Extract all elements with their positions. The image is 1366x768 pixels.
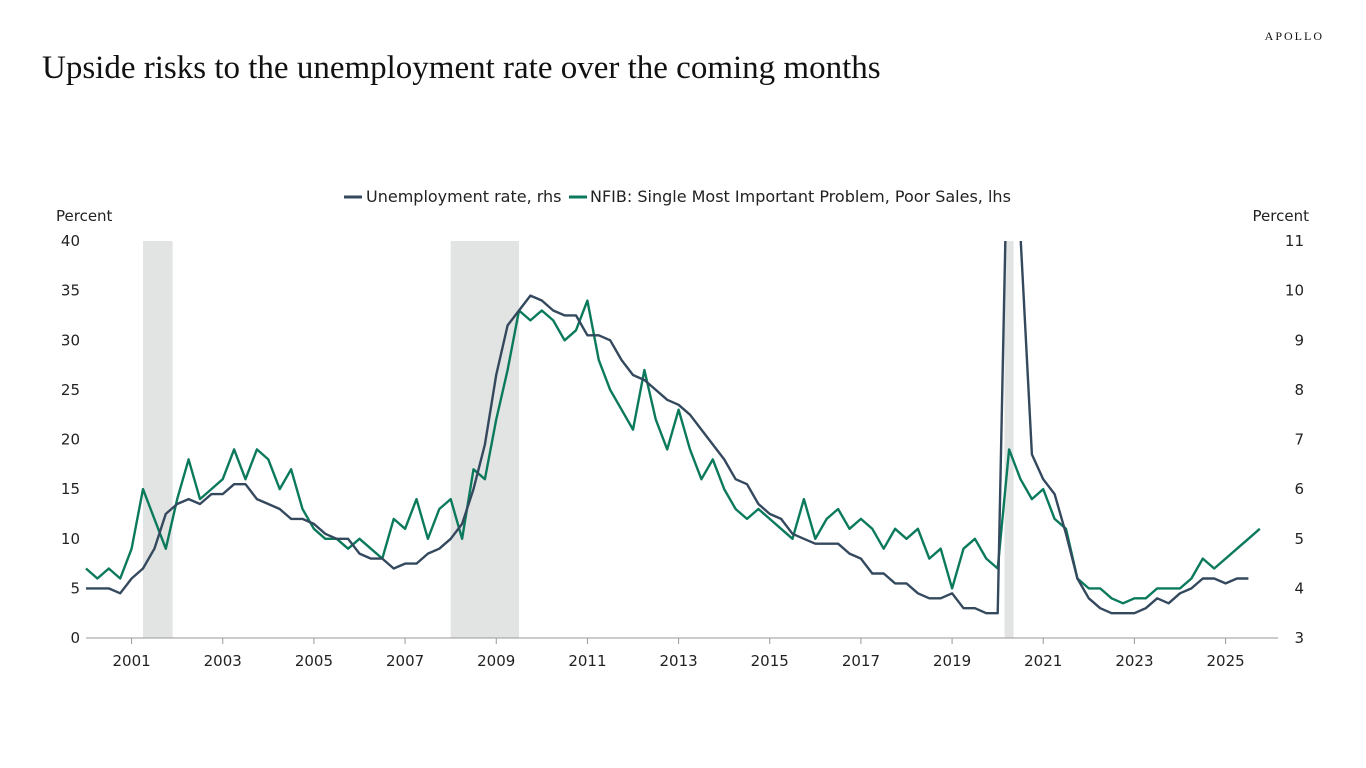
right-y-tick-label: 6 bbox=[1294, 480, 1304, 498]
x-tick-label: 2019 bbox=[933, 652, 971, 670]
left-y-tick-label: 35 bbox=[61, 282, 80, 300]
unemployment-line bbox=[86, 241, 1249, 615]
left-y-tick-label: 30 bbox=[61, 331, 80, 349]
right-y-ticks: 3 4 5 6 7 8 9 10 11 bbox=[1285, 232, 1304, 647]
x-tick-label: 2009 bbox=[477, 652, 515, 670]
right-y-tick-label: 3 bbox=[1294, 629, 1304, 647]
legend-label-nfib: NFIB: Single Most Important Problem, Poo… bbox=[590, 187, 1011, 206]
x-tick-label: 2021 bbox=[1024, 652, 1062, 670]
x-tick-label: 2001 bbox=[112, 652, 150, 670]
x-ticks: 2001 2003 2005 2007 2009 2011 2013 2015 2017 2019… bbox=[112, 638, 1245, 670]
right-y-tick-label: 11 bbox=[1285, 232, 1304, 250]
left-y-tick-label: 10 bbox=[61, 530, 80, 548]
x-tick-label: 2015 bbox=[751, 652, 789, 670]
chart-title: Upside risks to the unemployment rate ov… bbox=[42, 50, 881, 86]
left-axis-label: Percent bbox=[56, 207, 113, 225]
left-y-ticks: 0 5 10 15 20 25 30 35 40 bbox=[61, 232, 80, 647]
x-tick-label: 2005 bbox=[295, 652, 333, 670]
x-tick-label: 2025 bbox=[1206, 652, 1244, 670]
series-lines bbox=[85, 241, 1261, 615]
right-y-tick-label: 5 bbox=[1294, 530, 1304, 548]
left-y-tick-label: 5 bbox=[70, 579, 80, 597]
legend: Unemployment rate, rhs NFIB: Single Most… bbox=[344, 187, 1011, 206]
nfib-poor-sales-line bbox=[85, 299, 1261, 605]
recession-bands bbox=[142, 241, 1014, 638]
right-axis-label: Percent bbox=[1253, 207, 1310, 225]
x-tick-label: 2007 bbox=[386, 652, 424, 670]
x-tick-label: 2017 bbox=[842, 652, 880, 670]
right-y-tick-label: 10 bbox=[1285, 282, 1304, 300]
right-y-tick-label: 8 bbox=[1294, 381, 1304, 399]
legend-label-unemployment: Unemployment rate, rhs bbox=[366, 187, 562, 206]
left-y-tick-label: 15 bbox=[61, 480, 80, 498]
right-y-tick-label: 7 bbox=[1294, 431, 1304, 449]
x-tick-label: 2011 bbox=[568, 652, 606, 670]
right-y-tick-label: 9 bbox=[1294, 331, 1304, 349]
x-tick-label: 2013 bbox=[659, 652, 697, 670]
left-y-tick-label: 25 bbox=[61, 381, 80, 399]
x-tick-label: 2023 bbox=[1115, 652, 1153, 670]
apollo-logo: APOLLO bbox=[1264, 29, 1324, 43]
right-y-tick-label: 4 bbox=[1294, 579, 1304, 597]
left-y-tick-label: 40 bbox=[61, 232, 80, 250]
left-y-tick-label: 20 bbox=[61, 431, 80, 449]
left-y-tick-label: 0 bbox=[70, 629, 80, 647]
x-tick-label: 2003 bbox=[204, 652, 242, 670]
recession-band bbox=[1004, 241, 1014, 638]
recession-band bbox=[142, 241, 173, 638]
